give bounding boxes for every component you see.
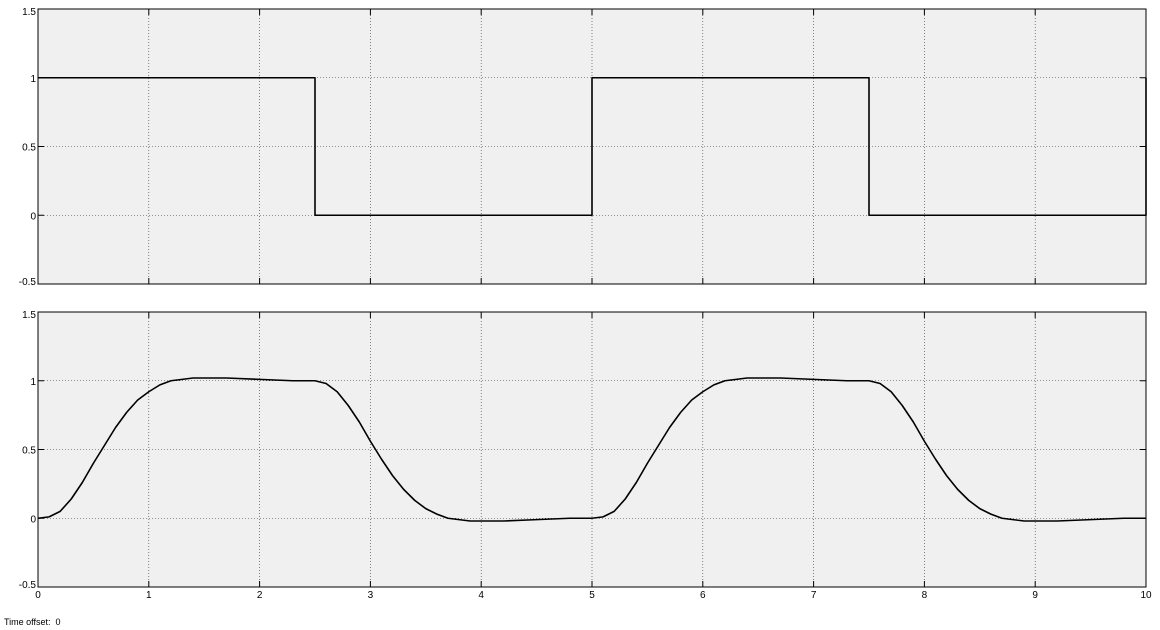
x-tick-label: 10 (1140, 590, 1152, 601)
x-tick-label: 2 (257, 590, 263, 601)
y-tick-label: 1 (30, 377, 36, 388)
time-offset-value: 0 (55, 617, 61, 627)
x-tick-label: 9 (1032, 590, 1038, 601)
x-tick-label: 3 (368, 590, 374, 601)
x-tick-label: 4 (478, 590, 484, 601)
series-line-1 (37, 377, 1146, 522)
time-offset-label: Time offset: (4, 617, 51, 627)
y-tick-label: 1 (30, 74, 36, 85)
axes-frame (37, 8, 1147, 285)
axes-frame (37, 311, 1147, 588)
x-tick-label: 7 (811, 590, 817, 601)
x-tick-label: 0 (35, 590, 41, 601)
x-tick-label: 1 (146, 590, 152, 601)
plot-background (38, 312, 1146, 587)
y-tick-label: -0.5 (19, 277, 37, 288)
y-tick-label: 0 (30, 514, 36, 525)
y-tick-label: 0.5 (22, 143, 36, 154)
x-tick-label: 5 (589, 590, 595, 601)
y-tick-label: 1.5 (22, 310, 36, 321)
y-tick-label: 0 (30, 211, 36, 222)
y-tick-label: 0.5 (22, 446, 36, 457)
y-tick-label: 1.5 (22, 7, 36, 18)
x-tick-label: 8 (922, 590, 928, 601)
axes-panel-1: -0.5 0 0.5 1 1.5 (19, 7, 1147, 288)
time-offset-readout: Time offset: 0 (4, 617, 61, 627)
series-line-1 (38, 76, 1147, 217)
x-tick-label: 6 (700, 590, 706, 601)
y-tick-label: -0.5 (19, 580, 37, 591)
axes-panel-2: -0.500.511.50 1 2 3 4 5 6 7 8 9 10 (19, 310, 1152, 601)
